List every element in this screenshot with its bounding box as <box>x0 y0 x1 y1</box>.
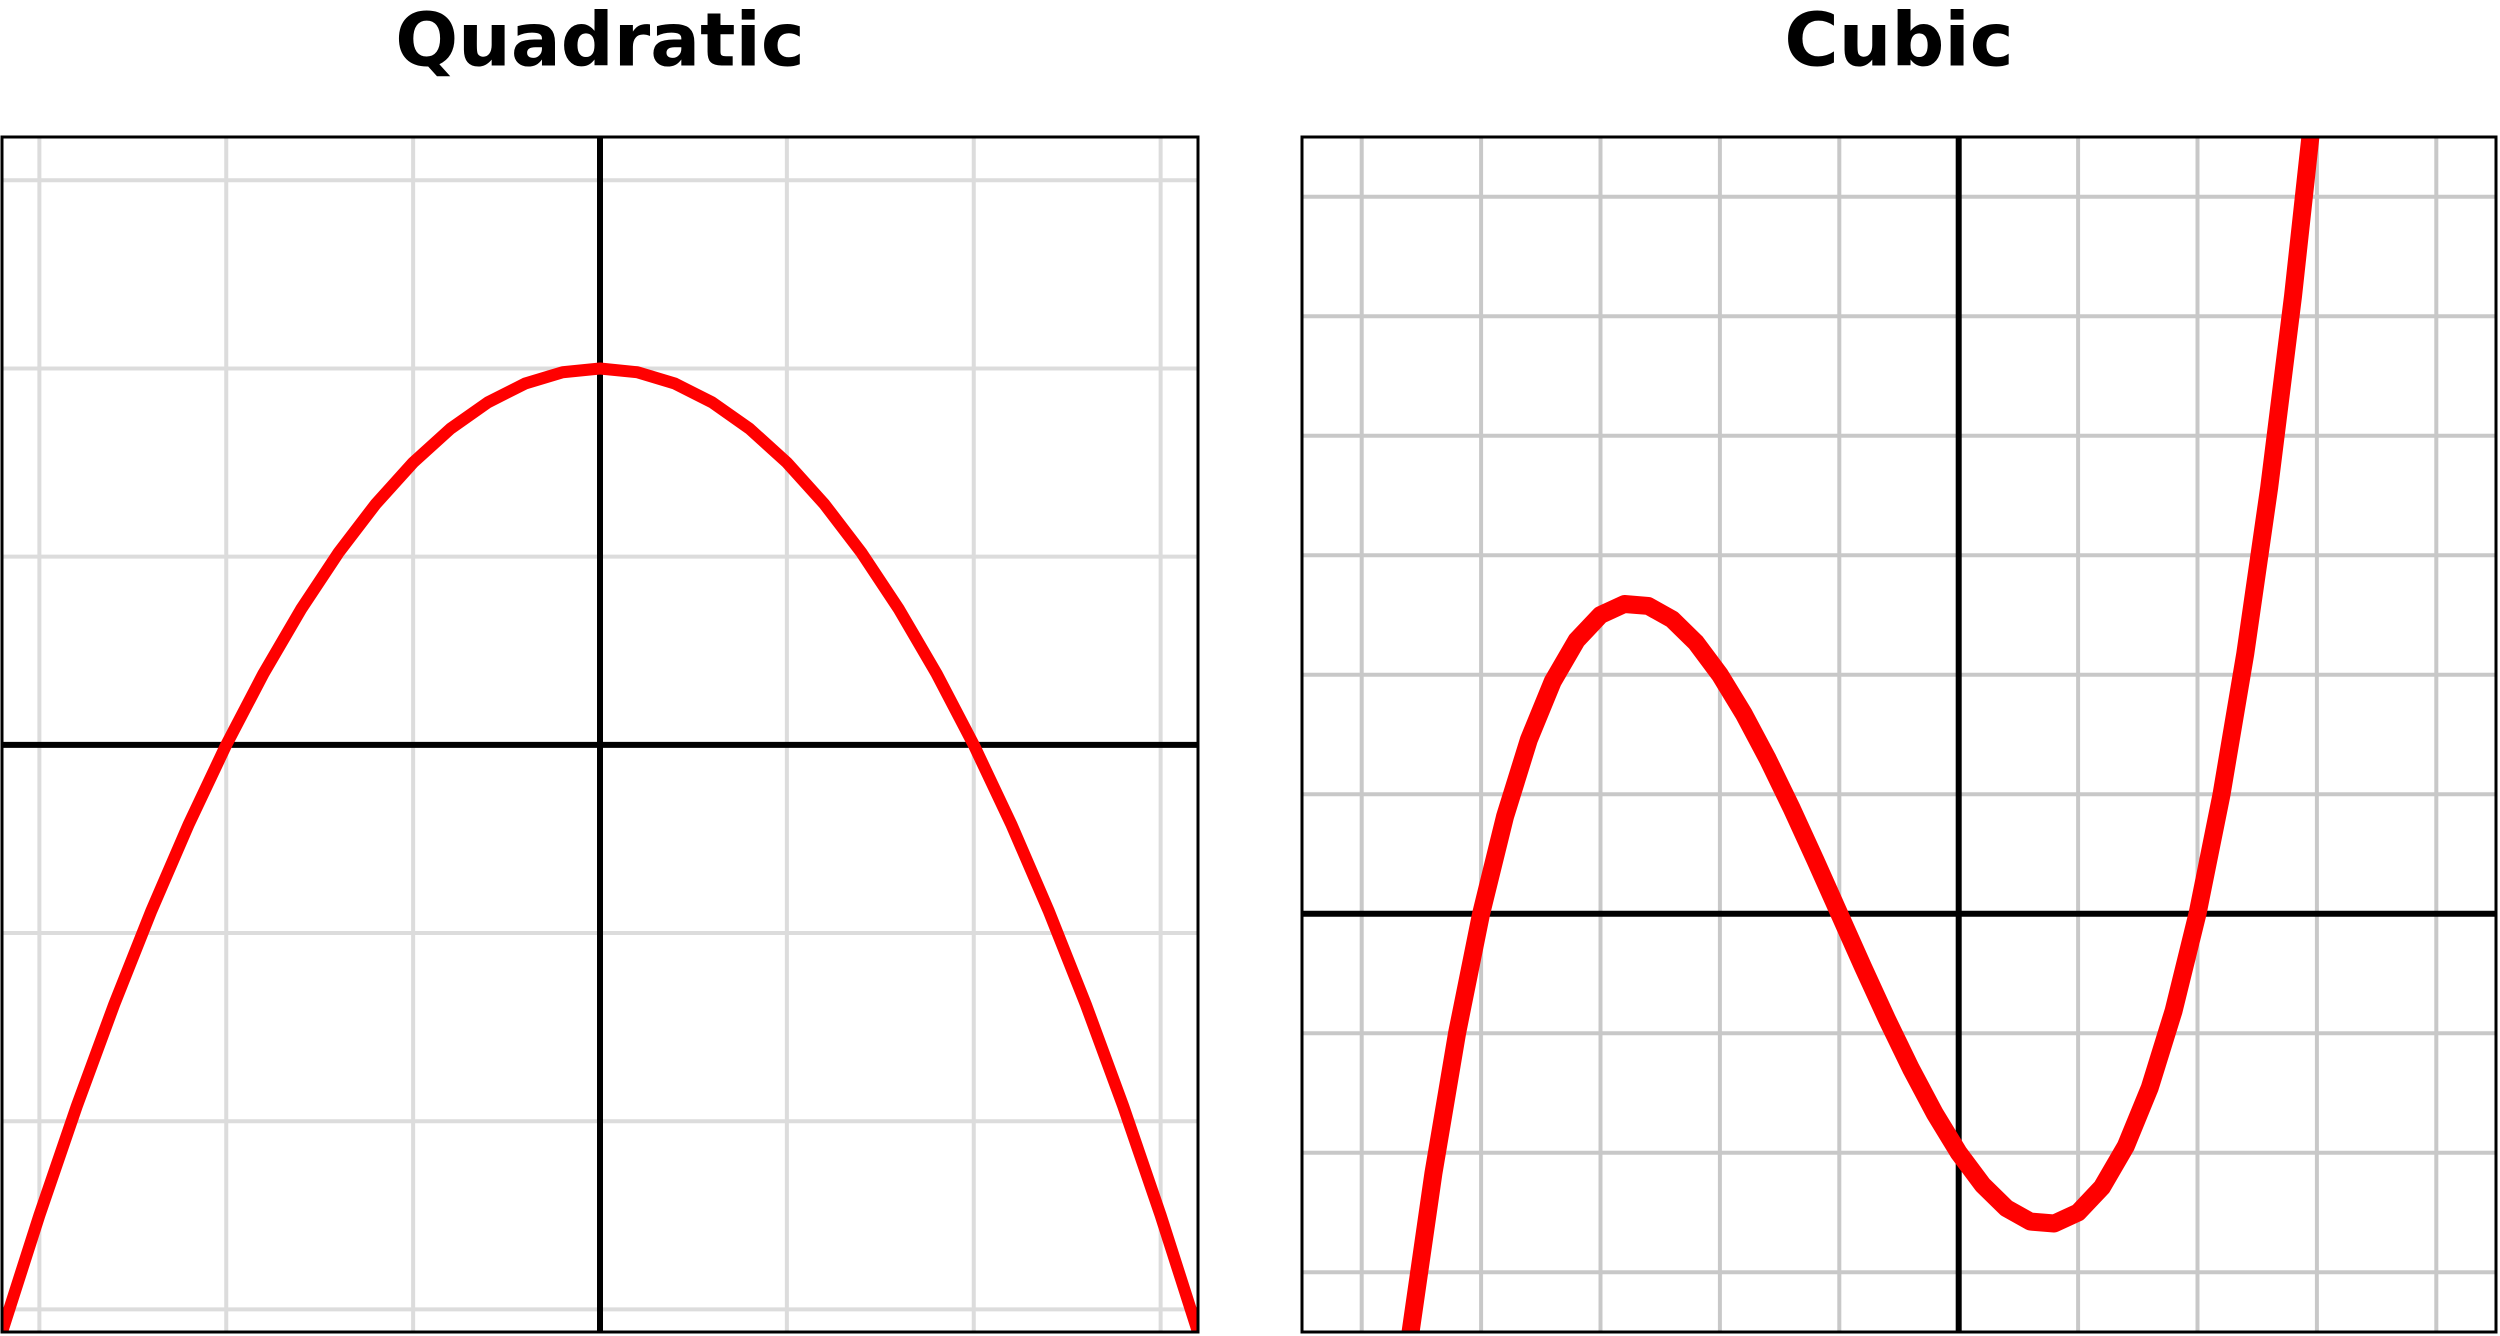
plot <box>1302 137 2496 1332</box>
plot-frame <box>0 135 1200 1334</box>
curve <box>2 362 1198 1332</box>
chart-title: Cubic <box>1784 0 2013 84</box>
plot <box>2 137 1198 1332</box>
plot-frame <box>1300 135 2498 1334</box>
curve <box>1401 137 2320 1332</box>
chart-title: Quadratic <box>395 0 805 84</box>
